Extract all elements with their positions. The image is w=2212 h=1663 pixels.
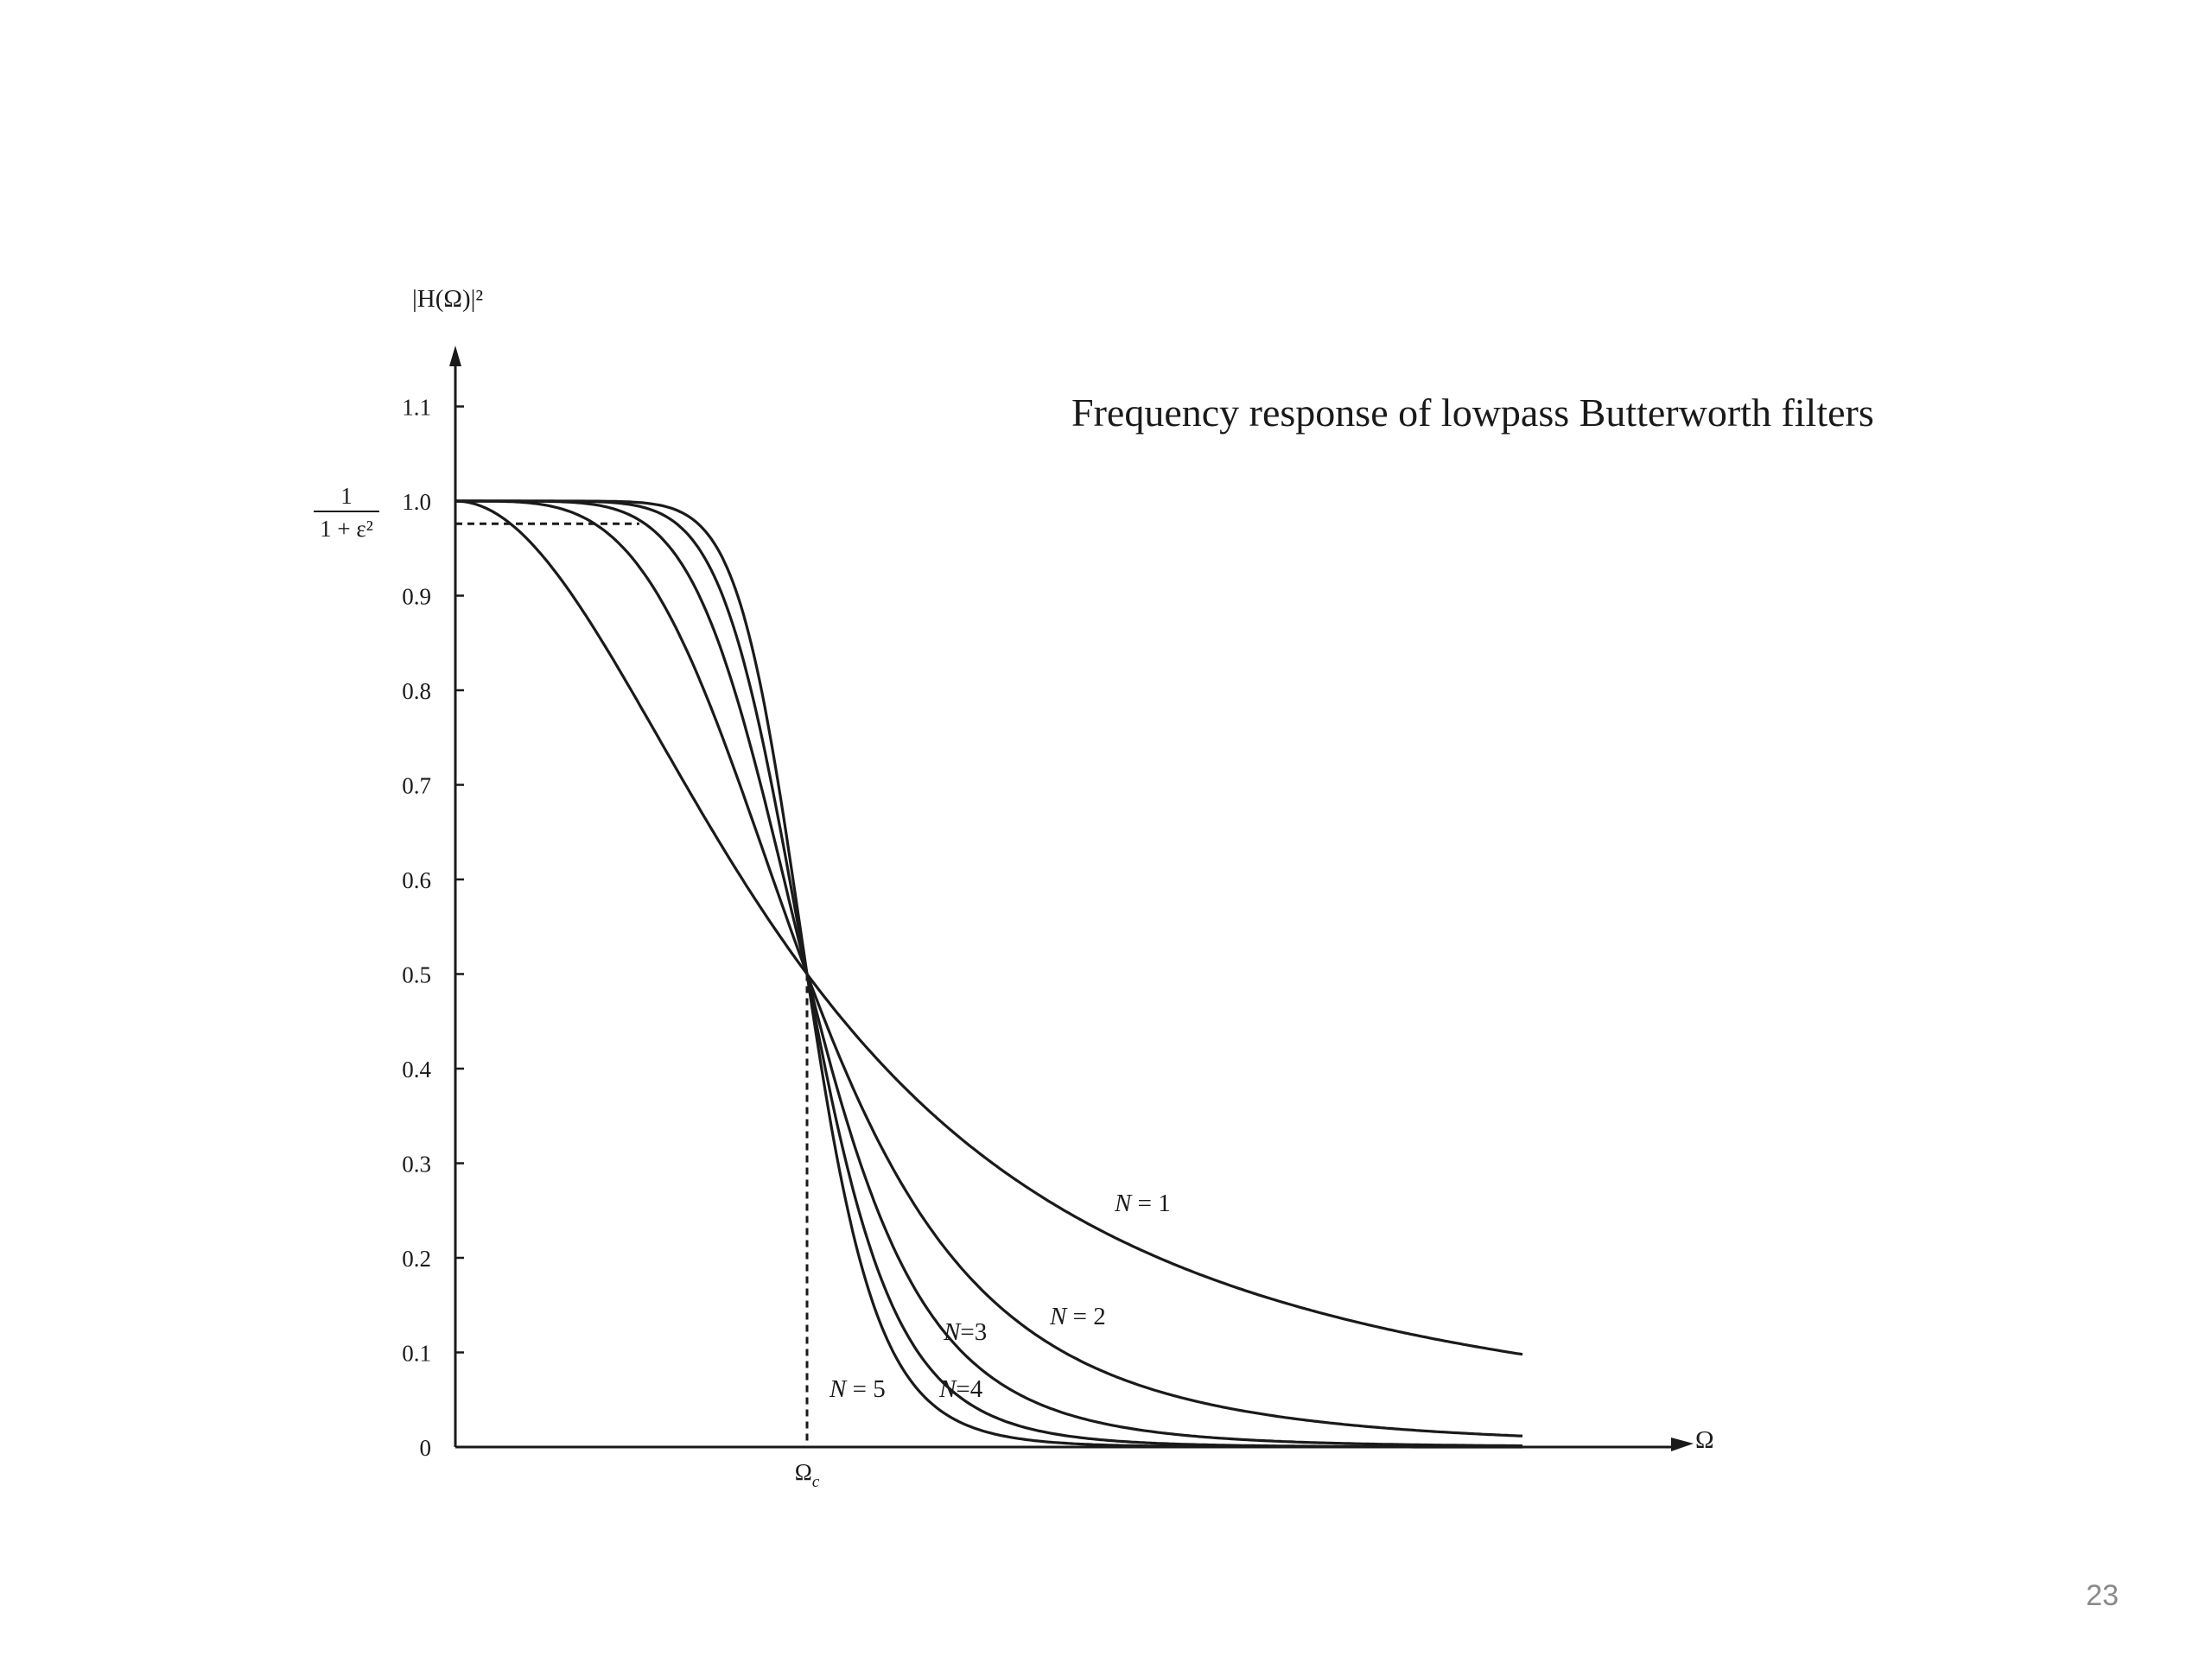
series-label-n4: N=4: [938, 1375, 983, 1403]
passband-label-denominator: 1 + ε²: [320, 516, 373, 542]
y-tick-label: 0.8: [402, 678, 431, 704]
y-tick-label: 0.6: [402, 867, 431, 893]
y-tick-label: 0.3: [402, 1152, 431, 1177]
series-line-n4: [455, 499, 1522, 1449]
y-tick-label: 0.5: [402, 962, 431, 988]
series-label-n3: N=3: [943, 1318, 987, 1346]
series-line-n1: [454, 499, 1523, 1356]
series-line-n3: [455, 499, 1522, 1448]
y-tick-label: 0.1: [402, 1341, 431, 1367]
passband-marker-label: 1 1 + ε²: [314, 483, 379, 542]
y-tick-label: 0.7: [402, 773, 431, 799]
series-line-n5: [455, 499, 1522, 1449]
y-tick-label: 0: [420, 1435, 432, 1461]
chart-title: Frequency response of lowpass Butterwort…: [1071, 390, 1874, 435]
y-axis-label: |H(Ω)|²: [412, 285, 483, 313]
series-label-n2: N = 2: [1049, 1303, 1106, 1330]
passband-label-numerator: 1: [340, 483, 353, 509]
series-line-n2: [455, 499, 1523, 1438]
y-tick-label: 1.1: [402, 395, 431, 421]
series-label-n5: N = 5: [829, 1375, 886, 1403]
y-tick-label: 0.4: [402, 1057, 431, 1082]
x-axis-label: Ω: [1695, 1426, 1714, 1454]
plot-area: 0 0.1 0.2 0.3 0.4 0.5 0.6 0.7 0.8 0.9 1.0 1.1 Ωc N = …: [402, 346, 1694, 1491]
page-number: 23: [2086, 1579, 2119, 1612]
y-axis-arrow: [449, 346, 461, 366]
y-tick-label: 1.0: [402, 489, 431, 515]
y-tick-label: 0.9: [402, 584, 431, 610]
y-tick-label: 0.2: [402, 1246, 431, 1272]
x-axis-arrow: [1671, 1438, 1694, 1451]
x-tick-label: Ωc: [795, 1459, 820, 1491]
series-label-n1: N = 1: [1114, 1190, 1171, 1217]
